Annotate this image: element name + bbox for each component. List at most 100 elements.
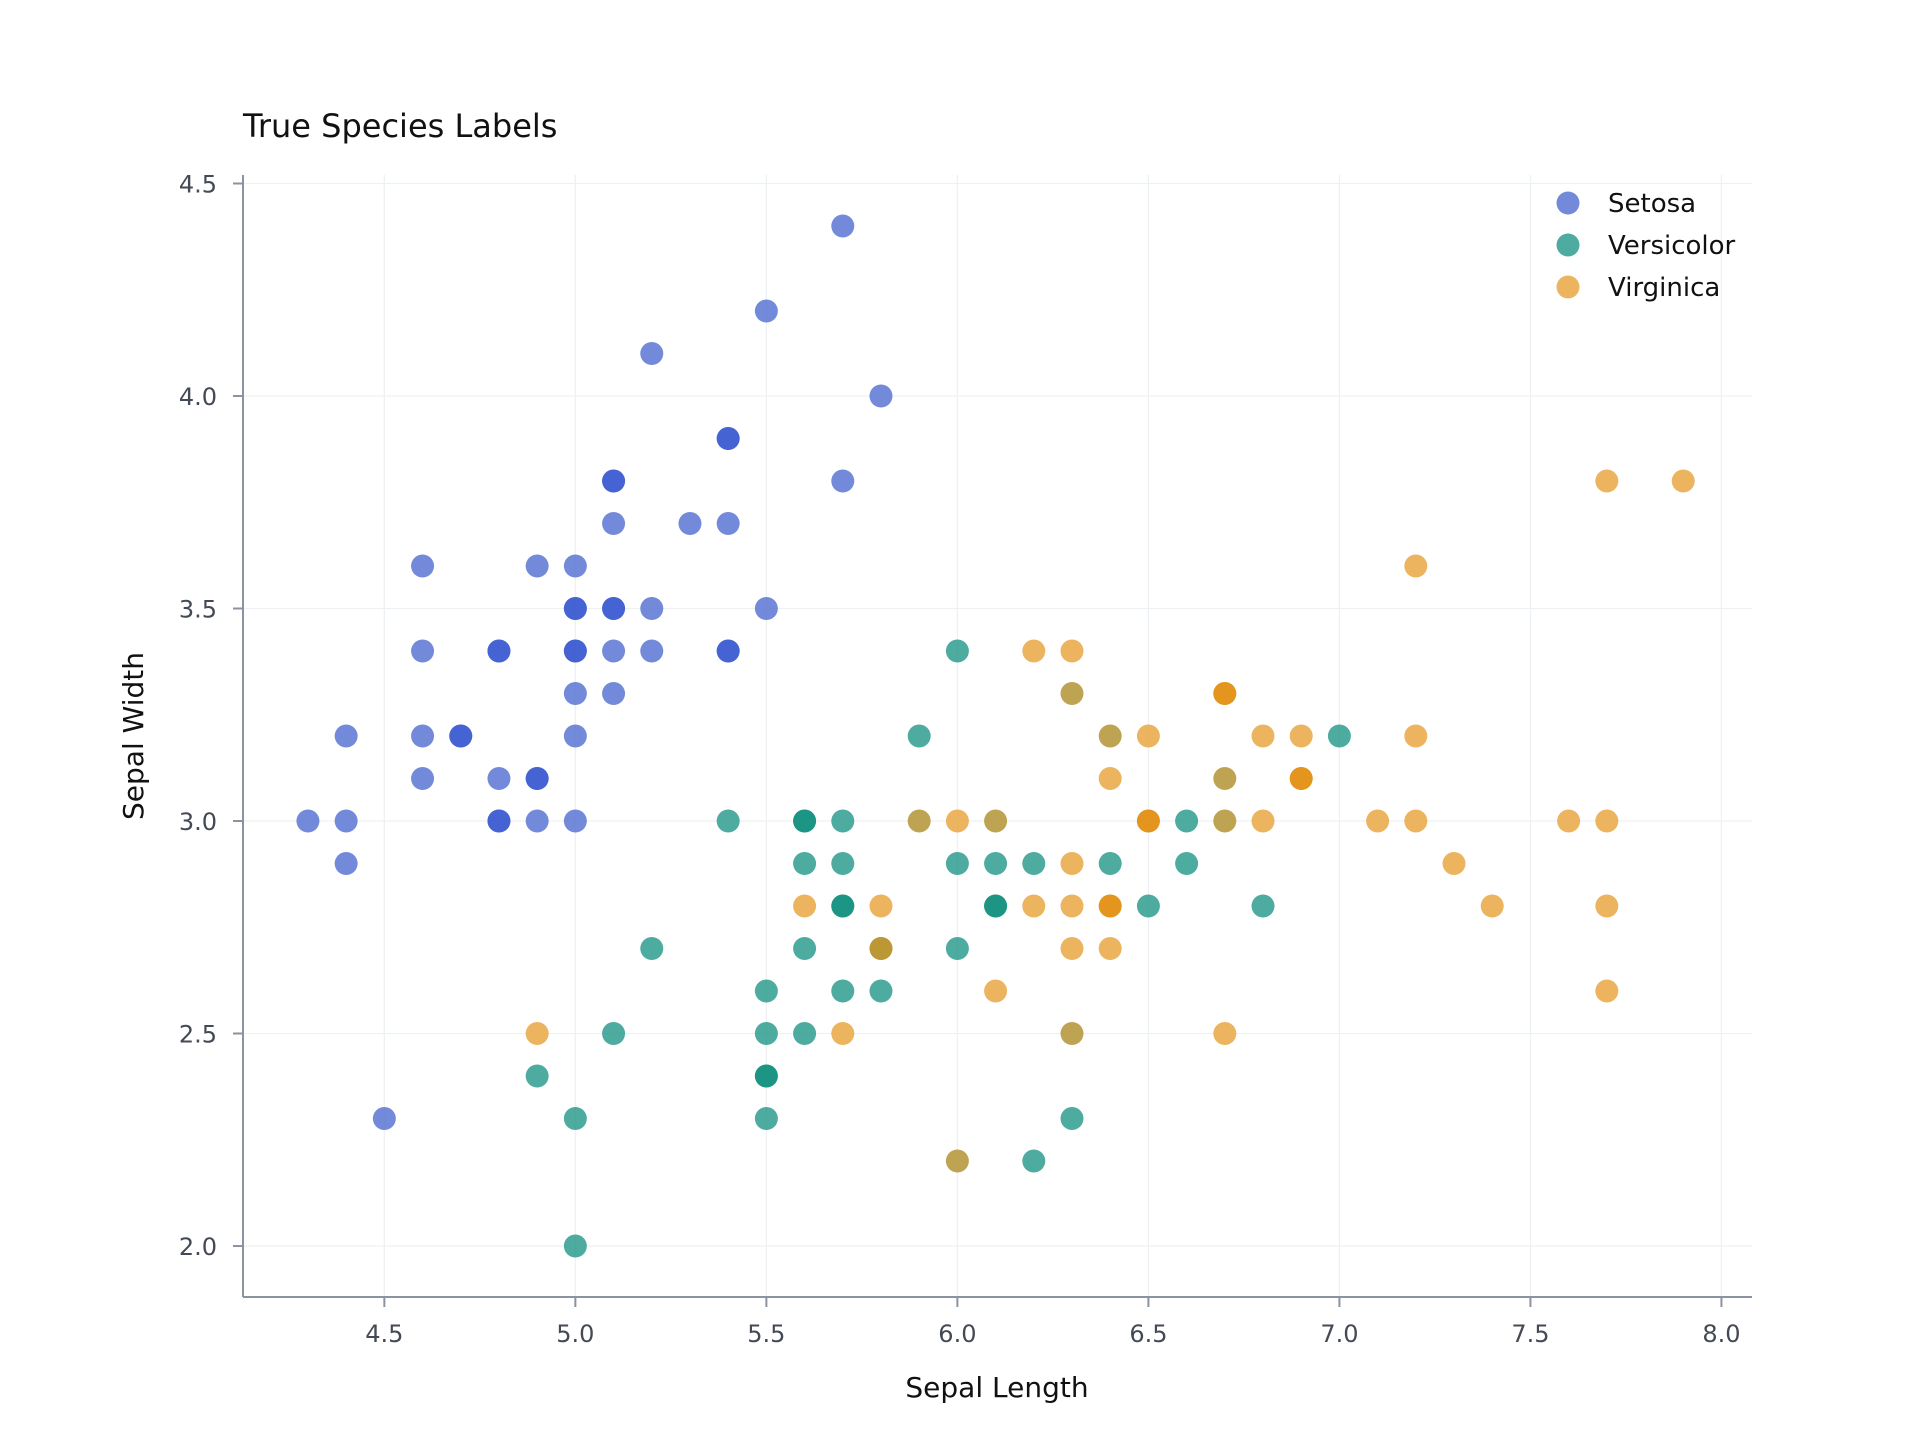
x-tick-label: 4.5 xyxy=(365,1320,403,1348)
data-point xyxy=(907,809,931,833)
data-point xyxy=(411,724,435,748)
y-tick-label: 2.0 xyxy=(179,1233,217,1261)
data-point xyxy=(1595,979,1619,1003)
data-point xyxy=(602,469,626,493)
data-point xyxy=(602,1022,626,1045)
data-point xyxy=(602,639,626,663)
data-point xyxy=(1175,852,1199,875)
y-tick-label: 3.5 xyxy=(179,596,217,624)
data-point xyxy=(1098,724,1122,748)
data-point xyxy=(563,639,587,663)
data-point xyxy=(831,469,855,493)
data-point xyxy=(716,639,740,663)
data-point xyxy=(563,1234,587,1258)
y-tick-label: 4.0 xyxy=(179,383,217,411)
data-point xyxy=(793,937,817,960)
data-point xyxy=(1060,639,1084,663)
data-point xyxy=(1022,894,1046,918)
y-tick-label: 3.0 xyxy=(179,808,217,836)
data-point xyxy=(1098,937,1122,960)
data-point xyxy=(1213,809,1237,833)
data-point xyxy=(1213,1022,1237,1045)
data-point xyxy=(869,894,893,918)
data-point xyxy=(831,979,855,1003)
x-tick-label: 6.5 xyxy=(1129,1320,1167,1348)
data-points xyxy=(296,214,1695,1258)
data-point xyxy=(945,937,969,960)
data-point xyxy=(1557,809,1581,833)
data-point xyxy=(525,1022,549,1045)
data-point xyxy=(1289,767,1313,790)
x-tick-label: 5.0 xyxy=(556,1320,594,1348)
data-point xyxy=(640,937,664,960)
data-point xyxy=(334,852,358,875)
data-point xyxy=(754,597,778,620)
axes xyxy=(242,175,1752,1298)
data-point xyxy=(793,852,817,875)
data-point xyxy=(640,639,664,663)
x-tick-label: 6.0 xyxy=(938,1320,976,1348)
data-point xyxy=(1175,809,1199,833)
data-point xyxy=(1595,809,1619,833)
legend-marker xyxy=(1556,191,1580,215)
x-tick-label: 7.5 xyxy=(1511,1320,1549,1348)
data-point xyxy=(1098,852,1122,875)
y-tick-label: 4.5 xyxy=(179,171,217,199)
y-ticks: 2.0 2.5 3.0 3.5 4.0 4.5 xyxy=(179,171,243,1261)
data-point xyxy=(525,1064,549,1088)
data-point xyxy=(334,809,358,833)
data-point xyxy=(984,979,1008,1003)
data-point xyxy=(754,299,778,323)
data-point xyxy=(1136,724,1160,748)
data-point xyxy=(1404,724,1428,748)
x-axis-label: Sepal Length xyxy=(905,1371,1088,1404)
data-point xyxy=(1060,1107,1084,1130)
data-point xyxy=(563,724,587,748)
data-point xyxy=(831,894,855,918)
data-point xyxy=(984,894,1008,918)
data-point xyxy=(869,937,893,960)
data-point xyxy=(1060,894,1084,918)
x-tick-label: 5.5 xyxy=(747,1320,785,1348)
data-point xyxy=(754,1064,778,1088)
data-point xyxy=(563,1107,587,1130)
data-point xyxy=(1022,1149,1046,1173)
data-point xyxy=(1289,724,1313,748)
data-point xyxy=(372,1107,396,1130)
data-point xyxy=(1060,1022,1084,1045)
data-point xyxy=(1136,809,1160,833)
legend-label: Versicolor xyxy=(1608,231,1736,261)
data-point xyxy=(716,427,740,450)
data-point xyxy=(678,512,702,535)
data-point xyxy=(831,809,855,833)
data-point xyxy=(1136,894,1160,918)
data-point xyxy=(831,852,855,875)
data-point xyxy=(640,597,664,620)
data-point xyxy=(563,597,587,620)
data-point xyxy=(754,1107,778,1130)
data-point xyxy=(449,724,473,748)
data-point xyxy=(1022,639,1046,663)
data-point xyxy=(754,979,778,1003)
data-point xyxy=(1213,767,1237,790)
data-point xyxy=(563,554,587,578)
data-point xyxy=(945,809,969,833)
data-point xyxy=(1404,809,1428,833)
x-tick-label: 7.0 xyxy=(1320,1320,1358,1348)
data-point xyxy=(945,852,969,875)
data-point xyxy=(1595,469,1619,493)
data-point xyxy=(907,724,931,748)
data-point xyxy=(602,512,626,535)
data-point xyxy=(1595,894,1619,918)
data-point xyxy=(602,682,626,705)
data-point xyxy=(984,809,1008,833)
data-point xyxy=(1098,894,1122,918)
data-point xyxy=(487,809,511,833)
y-axis-label: Sepal Width xyxy=(117,652,150,820)
data-point xyxy=(1022,852,1046,875)
data-point xyxy=(1060,682,1084,705)
data-point xyxy=(1327,724,1351,748)
data-point xyxy=(1251,894,1275,918)
data-point xyxy=(487,767,511,790)
